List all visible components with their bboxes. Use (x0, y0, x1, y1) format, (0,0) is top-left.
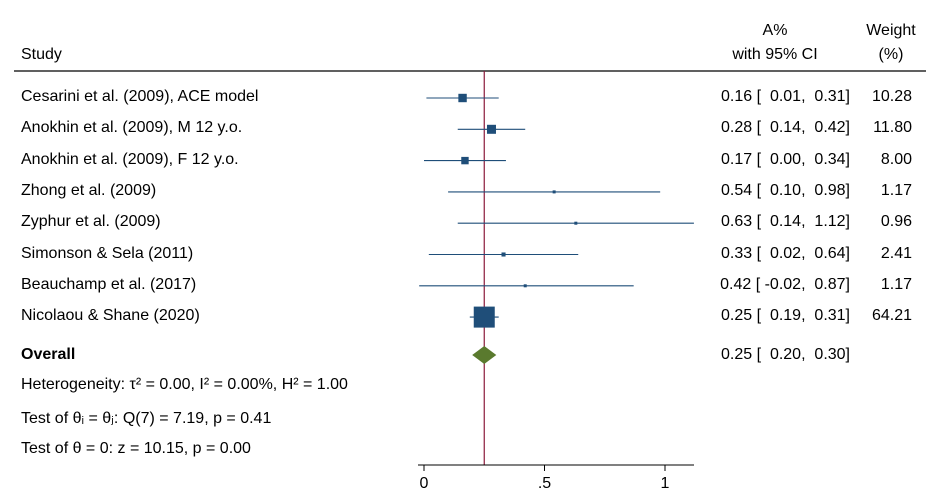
study-label: Zhong et al. (2009) (21, 181, 157, 199)
study-label: Simonson & Sela (2011) (21, 244, 194, 262)
heterogeneity-text: Heterogeneity: τ² = 0.00, I² = 0.00%, H²… (21, 376, 348, 393)
study-weight-marker (552, 190, 556, 194)
study-label: Beauchamp et al. (2017) (21, 275, 197, 293)
test-equal-text: Test of θᵢ = θⱼ: Q(7) = 7.19, p = 0.41 (21, 410, 272, 427)
study-weight-text: 0.96 (880, 213, 912, 231)
study-label: Cesarini et al. (2009), ACE model (21, 88, 259, 105)
study-weight-text: 2.41 (880, 244, 912, 262)
study-label: Anokhin et al. (2009), F 12 y.o. (21, 150, 239, 168)
x-axis-tick-label: 1 (661, 475, 670, 492)
study-ci-text: 0.42 [ -0.02, 0.87] (720, 275, 850, 293)
study-weight-marker (501, 252, 506, 257)
test-zero-text: Test of θ = 0: z = 10.15, p = 0.00 (21, 440, 251, 457)
study-ci-text: 0.17 [ 0.00, 0.34] (721, 150, 850, 168)
study-label: Anokhin et al. (2009), M 12 y.o. (21, 119, 243, 137)
x-axis-tick-label: 0 (420, 475, 429, 492)
study-weight-text: 64.21 (871, 307, 912, 325)
weight-column-header-line1: Weight (866, 22, 916, 39)
study-ci-text: 0.25 [ 0.19, 0.31] (721, 307, 850, 325)
study-weight-text: 1.17 (880, 181, 912, 199)
effect-column-header-line2: with 95% CI (732, 46, 818, 63)
study-weight-marker (523, 284, 527, 288)
effect-column-header-line1: A% (762, 22, 788, 39)
weight-column-header-line2: (%) (878, 46, 904, 63)
study-weight-marker (458, 93, 467, 103)
study-weight-marker (473, 306, 495, 328)
study-weight-text: 11.80 (873, 119, 912, 137)
x-axis-tick-label: .5 (538, 475, 551, 492)
overall-ci-text: 0.25 [ 0.20, 0.30] (721, 346, 850, 363)
study-weight-text: 1.17 (880, 275, 912, 293)
study-ci-text: 0.28 [ 0.14, 0.42] (721, 119, 850, 137)
study-ci-text: 0.33 [ 0.02, 0.64] (721, 244, 850, 262)
study-label: Zyphur et al. (2009) (21, 213, 161, 231)
study-weight-marker (486, 124, 496, 134)
study-weight-marker (461, 156, 469, 165)
study-ci-text: 0.63 [ 0.14, 1.12] (721, 213, 850, 231)
study-weight-marker (574, 221, 578, 225)
study-ci-text: 0.16 [ 0.01, 0.31] (721, 88, 850, 105)
study-weight-text: 10.28 (871, 88, 912, 105)
study-label: Nicolaou & Shane (2020) (21, 307, 200, 325)
overall-diamond (472, 346, 497, 364)
study-column-header: Study (21, 46, 62, 63)
overall-label: Overall (21, 346, 76, 363)
study-ci-text: 0.54 [ 0.10, 0.98] (721, 181, 850, 199)
study-weight-text: 8.00 (880, 150, 912, 168)
